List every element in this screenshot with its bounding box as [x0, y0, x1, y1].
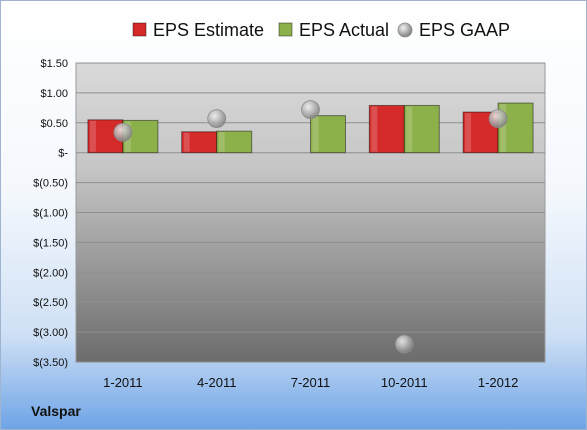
- bar-highlight: [183, 132, 190, 152]
- chart-legend: EPS Estimate EPS Actual EPS GAAP: [132, 20, 510, 40]
- x-tick-label: 4-2011: [197, 375, 237, 390]
- y-tick-label: $(1.00): [33, 208, 68, 220]
- y-tick-label: $(2.00): [33, 267, 68, 279]
- company-name: Valspar: [31, 403, 81, 419]
- legend-label: EPS GAAP: [419, 20, 510, 40]
- y-tick-label: $1.00: [40, 88, 68, 100]
- bar-highlight: [465, 113, 472, 152]
- legend-label: EPS Actual: [299, 20, 389, 40]
- x-axis-ticks: 1-2011 4-2011 7-2011 10-2011 1-2012: [103, 375, 518, 390]
- eps-actual-bar: [310, 115, 346, 154]
- y-tick-label: $(1.50): [33, 237, 68, 249]
- x-tick-label: 1-2011: [103, 375, 143, 390]
- gridlines: [76, 62, 545, 363]
- bar-highlight: [218, 132, 225, 152]
- gaap-markers: [113, 100, 508, 354]
- eps-gaap-marker: [394, 334, 414, 354]
- y-tick-label: $0.50: [40, 118, 68, 130]
- y-tick-label: $(0.50): [33, 178, 68, 190]
- legend-label: EPS Estimate: [153, 20, 264, 40]
- bar-highlight: [500, 104, 507, 152]
- bar-highlight: [371, 106, 378, 152]
- eps-estimate-bar: [368, 104, 405, 154]
- eps-gaap-marker: [488, 109, 508, 129]
- bar-highlight: [406, 106, 413, 152]
- y-tick-label: $(2.50): [33, 297, 68, 309]
- bar-highlight: [312, 116, 319, 152]
- eps-actual-bar: [216, 130, 253, 154]
- eps-gaap-marker: [207, 109, 227, 129]
- y-tick-label: $1.50: [40, 58, 68, 70]
- x-tick-label: 1-2012: [478, 375, 518, 390]
- legend-swatch: [132, 22, 147, 37]
- x-tick-label: 10-2011: [381, 375, 428, 390]
- bar-highlight: [89, 120, 96, 152]
- eps-gaap-marker: [113, 122, 133, 142]
- eps-actual-bar: [403, 104, 440, 154]
- y-axis-ticks: $1.50 $1.00 $0.50 $- $(0.50) $(1.00) $(1.50) $(…: [33, 58, 68, 369]
- y-tick-label: $-: [58, 148, 68, 160]
- legend-swatch-gaap: [397, 22, 413, 38]
- y-tick-label: $(3.00): [33, 327, 68, 339]
- x-tick-label: 7-2011: [291, 375, 331, 390]
- eps-gaap-marker: [301, 100, 320, 120]
- legend-swatch: [278, 22, 293, 37]
- y-tick-label: $(3.50): [33, 357, 68, 369]
